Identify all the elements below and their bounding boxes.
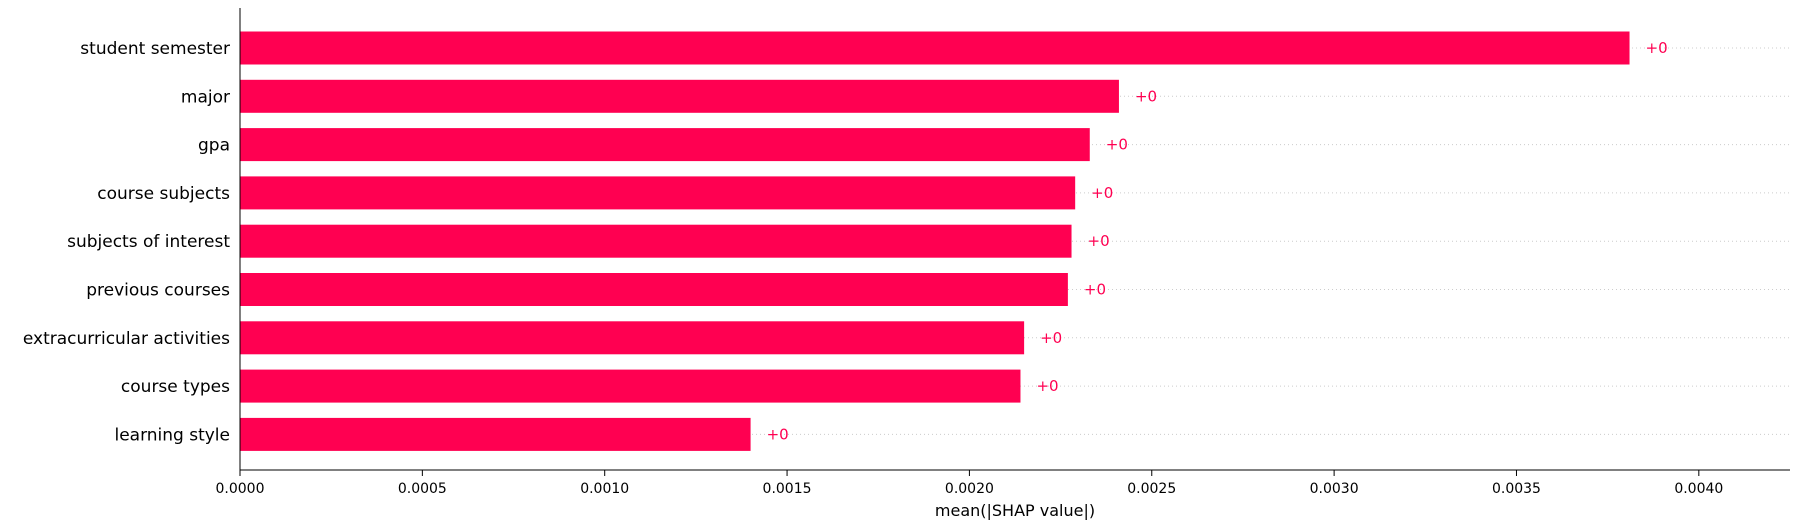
bar-value-label: +0 [1088, 232, 1110, 250]
feature-labels: student semester major gpa course subjects s… [23, 39, 230, 445]
feature-label: student semester [80, 39, 230, 59]
bar-value-label: +0 [1106, 136, 1128, 154]
x-tick-label: 0.0020 [945, 481, 994, 497]
x-ticks: 0.0000 0.0005 0.0010 0.0015 0.0020 0.0025 0.00… [216, 470, 1723, 497]
x-tick-label: 0.0015 [763, 481, 812, 497]
x-tick-label: 0.0005 [398, 481, 447, 497]
feature-label: learning style [114, 425, 230, 445]
feature-label: course subjects [97, 184, 230, 204]
feature-label: course types [121, 377, 230, 397]
feature-label: previous courses [86, 281, 230, 301]
bar-value-label: +0 [1091, 184, 1113, 202]
feature-label: major [181, 87, 230, 107]
axes [239, 8, 1790, 471]
bar-value-label: +0 [1646, 39, 1668, 57]
bar [240, 321, 1025, 355]
bar [240, 417, 751, 451]
x-axis-title: mean(|SHAP value|) [935, 501, 1095, 520]
bar-value-label: +0 [767, 425, 789, 443]
bar-value-label: +0 [1084, 281, 1106, 299]
x-tick-label: 0.0000 [216, 481, 265, 497]
bar-value-label: +0 [1135, 87, 1157, 105]
x-tick-label: 0.0030 [1310, 481, 1359, 497]
bar [240, 128, 1090, 162]
feature-label: subjects of interest [67, 232, 230, 252]
feature-label: extracurricular activities [23, 329, 230, 349]
bar [240, 176, 1076, 210]
x-tick-label: 0.0035 [1492, 481, 1541, 497]
bars [240, 31, 1630, 451]
bar-value-label: +0 [1036, 377, 1058, 395]
bar [240, 273, 1068, 306]
bar-value-label: +0 [1040, 329, 1062, 347]
bar [240, 369, 1021, 403]
value-labels: +0 +0 +0 +0 +0 +0 +0 +0 +0 [767, 39, 1668, 443]
bar [240, 224, 1072, 258]
bar [240, 79, 1119, 113]
x-tick-label: 0.0010 [580, 481, 629, 497]
bar [240, 31, 1630, 65]
feature-label: gpa [198, 136, 230, 156]
x-tick-label: 0.0025 [1127, 481, 1176, 497]
x-tick-label: 0.0040 [1674, 481, 1723, 497]
